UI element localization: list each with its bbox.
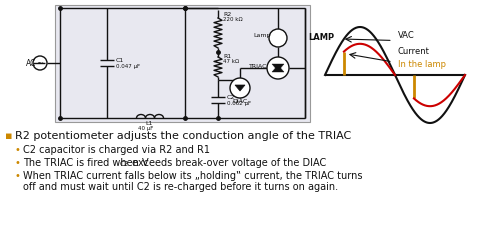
Text: C1: C1 — [116, 58, 124, 63]
Text: In the lamp: In the lamp — [398, 60, 446, 69]
Text: 0.047 μF: 0.047 μF — [116, 64, 140, 69]
Text: R2: R2 — [223, 12, 231, 17]
Text: 0.062 μF: 0.062 μF — [227, 101, 251, 106]
Text: VAC: VAC — [398, 31, 414, 40]
Text: TRIAC: TRIAC — [249, 63, 268, 68]
Text: Lamp: Lamp — [253, 34, 270, 39]
Circle shape — [269, 29, 287, 47]
Text: AC: AC — [26, 59, 36, 67]
Text: C2: C2 — [120, 161, 128, 167]
Text: 220 kΩ: 220 kΩ — [223, 17, 242, 22]
Text: C2: C2 — [227, 95, 235, 100]
Polygon shape — [272, 65, 284, 72]
Text: LAMP: LAMP — [308, 34, 334, 43]
Text: C2 capacitor is charged via R2 and R1: C2 capacitor is charged via R2 and R1 — [23, 145, 210, 155]
Text: ~: ~ — [36, 59, 44, 68]
Circle shape — [267, 57, 289, 79]
Text: 47 kΩ: 47 kΩ — [223, 59, 239, 64]
Text: DIAC: DIAC — [232, 99, 248, 104]
Polygon shape — [235, 85, 245, 91]
Text: The TRIAC is fired when V: The TRIAC is fired when V — [23, 158, 148, 168]
Text: •: • — [15, 158, 21, 168]
FancyBboxPatch shape — [55, 5, 310, 122]
Text: R2 potentiometer adjusts the conduction angle of the TRIAC: R2 potentiometer adjusts the conduction … — [15, 131, 351, 141]
Text: 40 μF: 40 μF — [138, 126, 154, 131]
Text: off and must wait until C2 is re-charged before it turns on again.: off and must wait until C2 is re-charged… — [23, 182, 338, 192]
Polygon shape — [272, 64, 284, 71]
Text: R1: R1 — [223, 54, 231, 59]
Text: exceeds break-over voltage of the DIAC: exceeds break-over voltage of the DIAC — [129, 158, 326, 168]
Text: Current: Current — [398, 47, 430, 55]
Circle shape — [230, 78, 250, 98]
Text: ▪: ▪ — [5, 131, 12, 141]
Text: L1: L1 — [145, 121, 152, 126]
Text: •: • — [15, 171, 21, 181]
Text: When TRIAC current falls below its „holding‟ current, the TRIAC turns: When TRIAC current falls below its „hold… — [23, 171, 362, 181]
Text: •: • — [15, 145, 21, 155]
